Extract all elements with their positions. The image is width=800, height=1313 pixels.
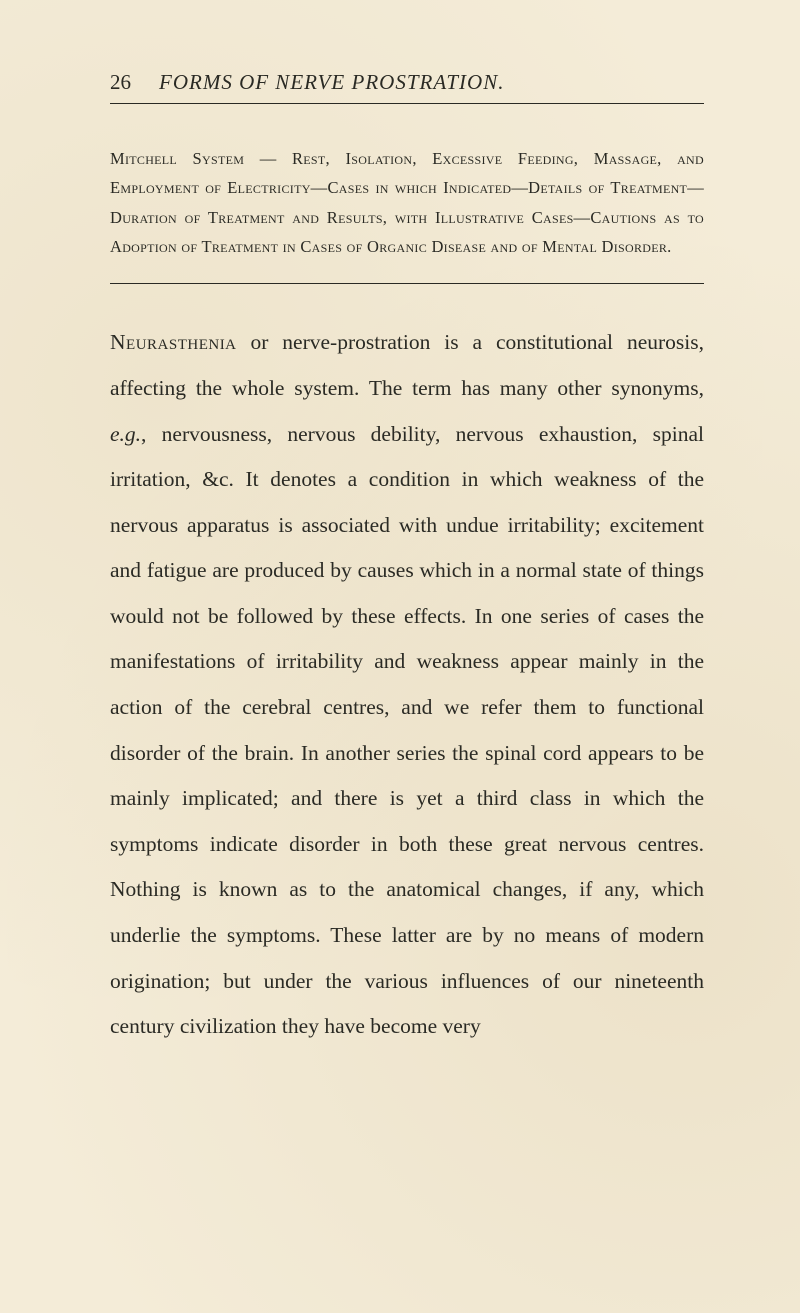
lead-word: Neurasthenia <box>110 330 237 354</box>
running-title: FORMS OF NERVE PROSTRATION. <box>159 70 504 95</box>
eg-abbrev: e.g. <box>110 422 141 446</box>
page-number: 26 <box>110 70 131 95</box>
chapter-synopsis: Mitchell System — Rest, Isolation, Exces… <box>110 144 704 284</box>
body-paragraph: Neurasthenia or nerve-prostration is a c… <box>110 320 704 1049</box>
page: 26 FORMS OF NERVE PROSTRATION. Mitchell … <box>0 0 800 1313</box>
page-header: 26 FORMS OF NERVE PROSTRATION. <box>110 70 704 104</box>
body-text-b: , nervousness, nervous debility, nervous… <box>110 422 704 1039</box>
